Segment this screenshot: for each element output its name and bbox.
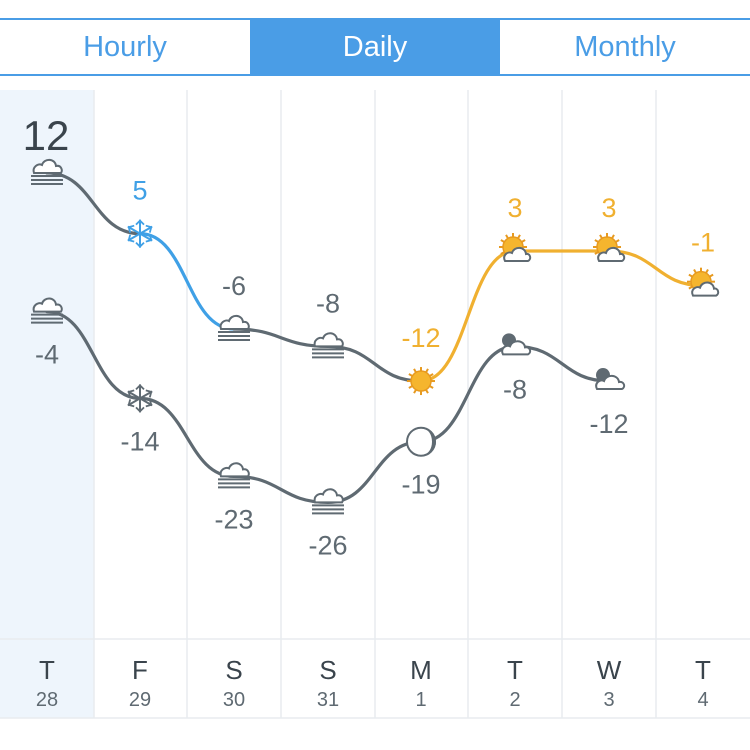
fog-cloud-icon	[31, 158, 63, 185]
day-column[interactable]: M1	[410, 655, 432, 711]
low-temp-label: -12	[589, 409, 628, 439]
low-temp-label: -8	[503, 374, 527, 404]
forecast-tabs: Hourly Daily Monthly	[0, 18, 750, 76]
day-column[interactable]: W3	[597, 655, 622, 711]
fog-cloud-icon	[312, 332, 344, 359]
high-temp-line-segment	[419, 249, 517, 383]
high-temp-label: -6	[222, 271, 246, 301]
tab-hourly[interactable]: Hourly	[83, 30, 167, 63]
day-letter: S	[319, 655, 336, 685]
day-column[interactable]: S 30	[223, 655, 245, 711]
low-temp-label: -4	[35, 340, 59, 370]
sun-cloud-icon	[687, 267, 720, 297]
fog-cloud-icon	[218, 462, 250, 489]
day-date: 28	[36, 689, 58, 711]
high-temp-line-segment	[607, 249, 705, 288]
day-column[interactable]: T2	[507, 655, 523, 711]
day-column[interactable]: S 31	[317, 655, 339, 711]
low-temp-line-segment	[419, 344, 517, 444]
low-temp-label: -19	[401, 470, 440, 500]
high-temp-line-segment	[326, 344, 423, 383]
sun-icon	[407, 367, 435, 396]
high-temp-label: -12	[401, 323, 440, 353]
high-temp-label: -8	[316, 288, 340, 318]
day-date: 3	[603, 689, 614, 711]
day-date: 30	[223, 689, 245, 711]
high-temp-label: -1	[691, 228, 715, 258]
fog-cloud-icon	[218, 314, 250, 342]
sun-cloud-icon	[593, 232, 626, 262]
fog-cloud-icon	[31, 297, 63, 324]
low-temp-label: -14	[120, 426, 159, 456]
today-column-highlight	[0, 90, 94, 718]
snowflake-icon	[127, 384, 153, 413]
tab-monthly[interactable]: Monthly	[574, 30, 676, 63]
high-temp-label: 5	[132, 176, 147, 206]
day-date: 31	[317, 689, 339, 711]
day-date: 2	[509, 689, 520, 711]
high-temp-label: 12	[23, 112, 70, 159]
day-column[interactable]: F 29	[129, 655, 151, 711]
moon-cloud-icon	[595, 368, 626, 391]
high-temp-line-segment	[138, 232, 236, 331]
day-date: 1	[415, 689, 426, 711]
low-temp-label: -26	[308, 530, 347, 560]
day-date: 29	[129, 689, 151, 711]
fog-cloud-icon	[312, 488, 344, 515]
day-column[interactable]: T 28	[36, 655, 58, 711]
low-temp-label: -23	[214, 504, 253, 534]
day-letter: M	[410, 655, 432, 685]
high-temp-label: 3	[507, 193, 522, 223]
day-date: 4	[697, 689, 708, 711]
daily-temperature-chart: 12-4T285-14F29-6-23S30-8-26S31-12-19M13-…	[0, 90, 750, 719]
moon-cloud-icon	[501, 333, 532, 356]
moon-icon	[406, 426, 436, 457]
snowflake-icon	[127, 219, 153, 248]
day-letter: S	[225, 655, 242, 685]
day-letter: F	[132, 655, 148, 685]
tab-daily[interactable]: Daily	[250, 20, 500, 74]
day-letter: W	[597, 655, 622, 685]
day-letter: T	[39, 655, 55, 685]
day-letter: T	[695, 655, 711, 685]
sun-cloud-icon	[499, 232, 532, 262]
day-letter: T	[507, 655, 523, 685]
day-column[interactable]: T4	[695, 655, 711, 711]
low-temp-line-segment	[138, 396, 236, 479]
high-temp-label: 3	[601, 193, 616, 223]
